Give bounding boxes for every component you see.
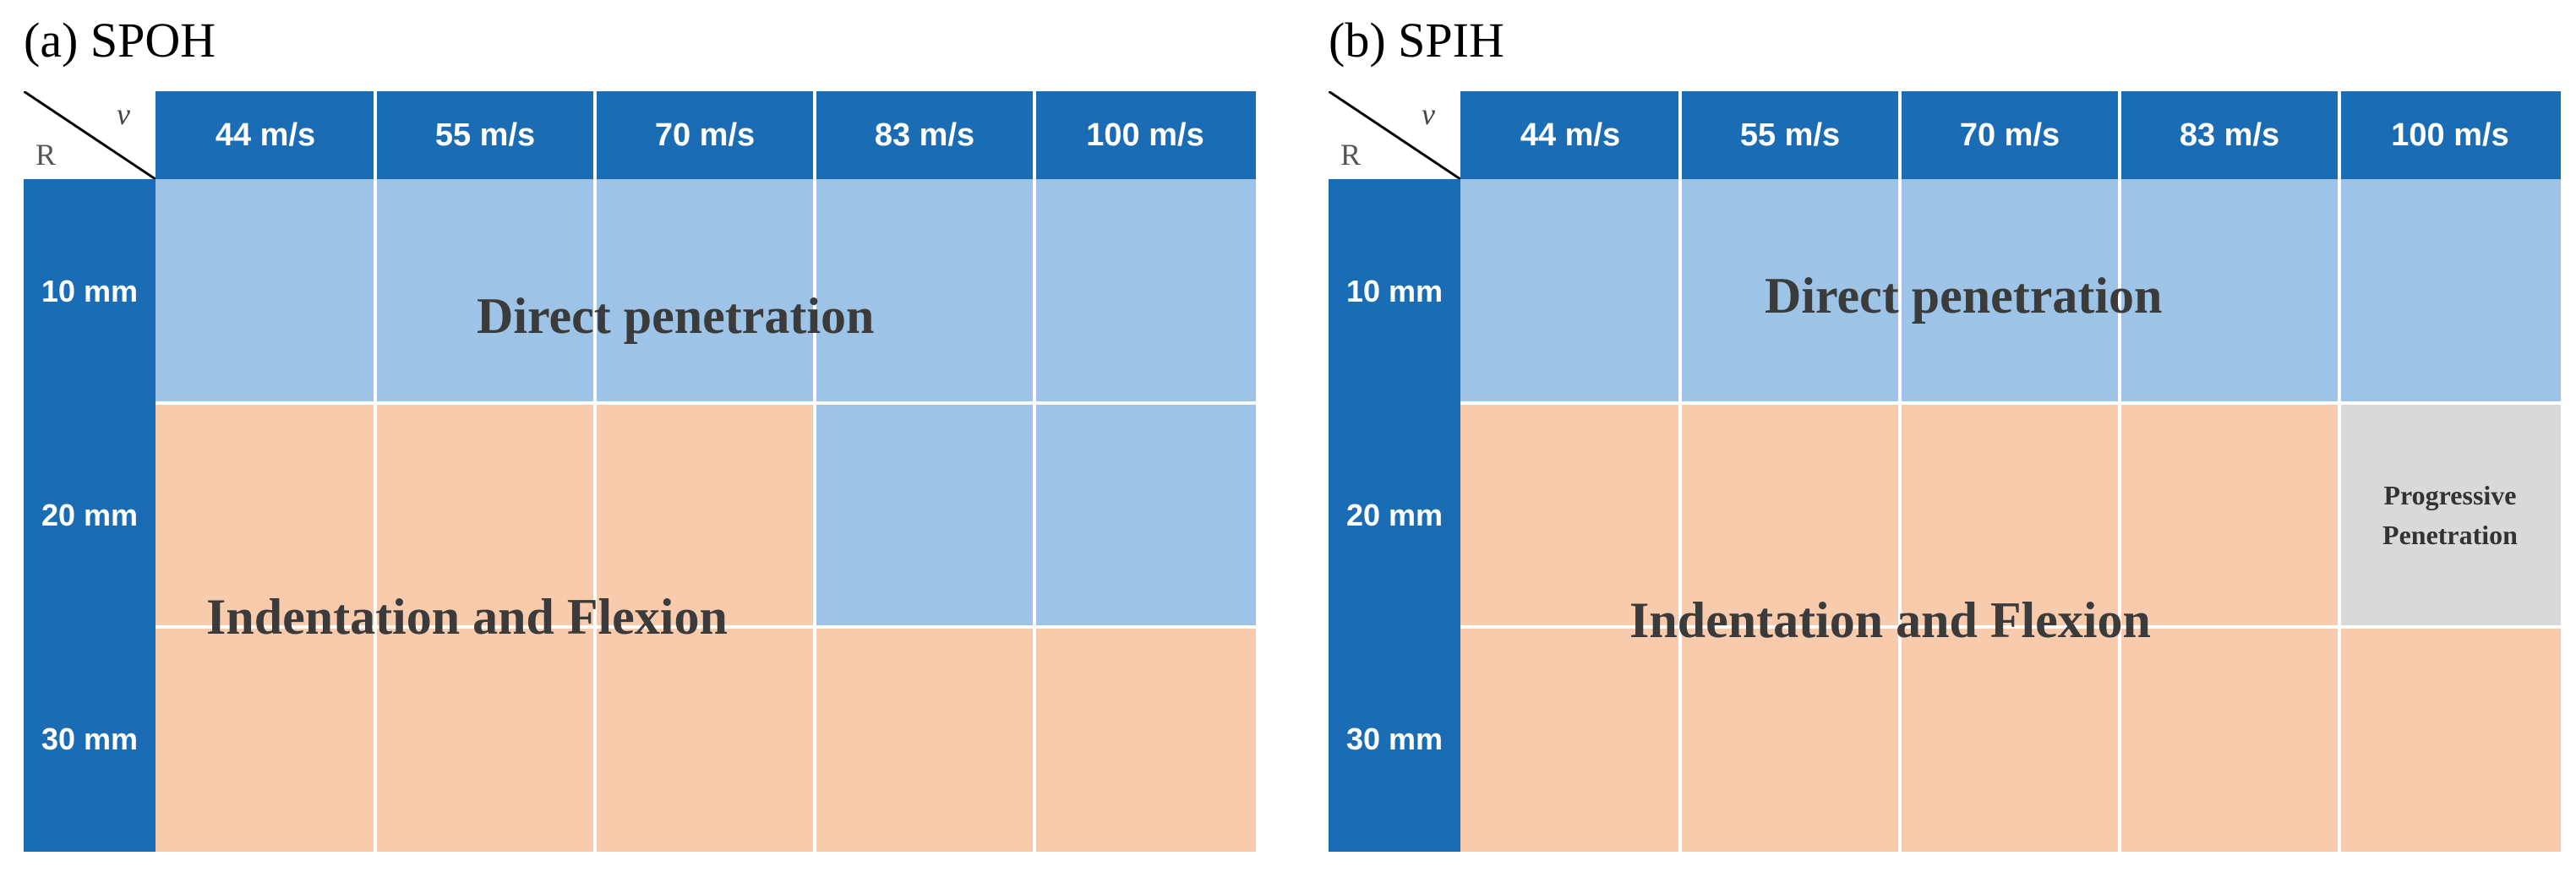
grid-line [813, 91, 816, 852]
grid-line [593, 91, 597, 852]
row-header: 20 mm [24, 403, 156, 627]
regime-table: v R 44 m/s 55 m/s 70 m/s 83 m/s 100 m/s … [24, 91, 1256, 852]
column-header: 70 m/s [1900, 91, 2120, 179]
column-header: 55 m/s [375, 91, 595, 179]
panel-spih: (b) SPIH v R 44 m/s 55 m/s 70 m/s 83 m/s… [1329, 0, 2576, 872]
grid-line [1898, 91, 1902, 852]
grid-line [2338, 91, 2341, 852]
velocity-symbol: v [1422, 97, 1435, 131]
column-header: 83 m/s [815, 91, 1034, 179]
row-header: 10 mm [1329, 179, 1460, 403]
diagonal-divider [24, 91, 156, 179]
indentation-flexion-label: Indentation and Flexion [1629, 592, 2151, 648]
indentation-cell [156, 403, 815, 627]
corner-cell: v R [24, 91, 156, 179]
column-header: 55 m/s [1680, 91, 1900, 179]
row-header: 30 mm [24, 627, 156, 852]
grid-line [1460, 401, 2561, 405]
radius-symbol: R [35, 138, 57, 172]
direct-penetration-label: Direct penetration [477, 288, 875, 344]
indentation-cell [1460, 627, 2561, 852]
column-header: 83 m/s [2120, 91, 2339, 179]
radius-symbol: R [1340, 138, 1362, 172]
direct-penetration-label: Direct penetration [1765, 268, 2163, 324]
panel-title: (b) SPIH [1329, 13, 1504, 68]
column-header: 70 m/s [595, 91, 815, 179]
column-header: 44 m/s [156, 91, 375, 179]
corner-cell: v R [1329, 91, 1460, 179]
velocity-symbol: v [117, 97, 130, 131]
grid-line [1033, 91, 1036, 852]
grid-line [156, 401, 1256, 405]
regime-table: v R 44 m/s 55 m/s 70 m/s 83 m/s 100 m/s … [1329, 91, 2561, 852]
diagonal-divider [1329, 91, 1460, 179]
direct-penetration-cell [156, 179, 1256, 403]
progressive-penetration-cell: Progressive Penetration [2339, 403, 2561, 627]
panel-title: (a) SPOH [24, 13, 216, 68]
direct-penetration-cell [1460, 179, 2561, 403]
row-header: 20 mm [1329, 403, 1460, 627]
progressive-label-line: Penetration [2382, 519, 2518, 550]
column-header: 44 m/s [1460, 91, 1680, 179]
panel-spoh: (a) SPOH v R 44 m/s 55 m/s 70 m/s 83 m/s… [24, 0, 1283, 872]
indentation-flexion-label: Indentation and Flexion [206, 589, 728, 645]
row-header: 10 mm [24, 179, 156, 403]
grid-line [374, 91, 377, 852]
progressive-label-line: Progressive [2383, 480, 2517, 511]
indentation-cell [156, 627, 1256, 852]
grid-line [1678, 91, 1682, 852]
column-header: 100 m/s [2339, 91, 2561, 179]
grid-line [156, 625, 1256, 629]
column-header: 100 m/s [1034, 91, 1256, 179]
grid-line [1460, 625, 2561, 629]
row-header: 30 mm [1329, 627, 1460, 852]
grid-line [2118, 91, 2121, 852]
